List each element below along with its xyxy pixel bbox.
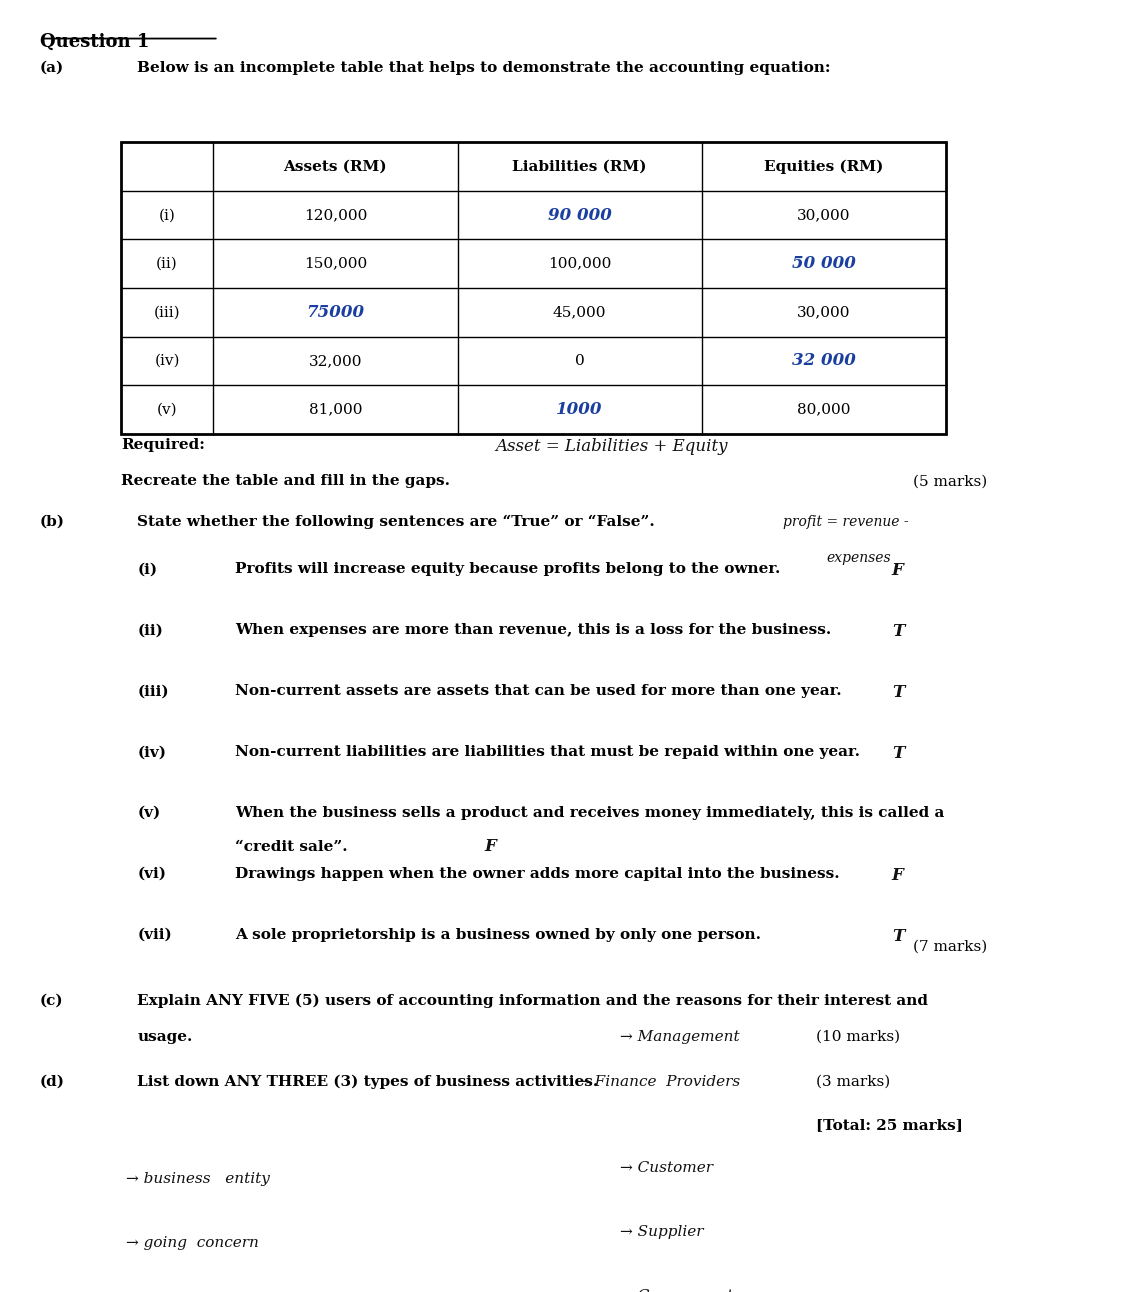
Text: 80,000: 80,000	[797, 402, 851, 416]
Text: Below is an incomplete table that helps to demonstrate the accounting equation:: Below is an incomplete table that helps …	[137, 61, 831, 75]
Text: (i): (i)	[137, 562, 157, 576]
Text: F: F	[891, 867, 904, 884]
Text: F: F	[484, 837, 497, 855]
Text: 150,000: 150,000	[303, 257, 368, 271]
Text: 32 000: 32 000	[792, 353, 855, 370]
Text: [Total: 25 marks]: [Total: 25 marks]	[816, 1118, 962, 1132]
Text: (ii): (ii)	[156, 257, 178, 271]
Text: 75000: 75000	[307, 304, 364, 320]
Text: 100,000: 100,000	[549, 257, 611, 271]
Text: (vii): (vii)	[137, 928, 172, 942]
Text: → Supplier: → Supplier	[620, 1225, 704, 1239]
Text: 30,000: 30,000	[797, 305, 851, 319]
Text: Asset = Liabilities + Equity: Asset = Liabilities + Equity	[496, 438, 728, 455]
Text: (7 marks): (7 marks)	[914, 939, 988, 953]
Text: (d): (d)	[39, 1075, 64, 1089]
Text: 81,000: 81,000	[309, 402, 362, 416]
Text: (c): (c)	[39, 994, 63, 1008]
Text: Equities (RM): Equities (RM)	[764, 159, 883, 174]
Text: (3 marks): (3 marks)	[816, 1075, 890, 1089]
Text: (iii): (iii)	[154, 305, 180, 319]
Text: → business   entity: → business entity	[126, 1172, 270, 1186]
Text: Non-current liabilities are liabilities that must be repaid within one year.: Non-current liabilities are liabilities …	[235, 745, 860, 760]
Text: (a): (a)	[39, 61, 64, 75]
Text: 90 000: 90 000	[547, 207, 611, 224]
Text: When the business sells a product and receives money immediately, this is called: When the business sells a product and re…	[235, 806, 944, 820]
Text: T: T	[891, 928, 904, 944]
Text: expenses: expenses	[826, 550, 891, 565]
Text: Profits will increase equity because profits belong to the owner.: Profits will increase equity because pro…	[235, 562, 780, 576]
Text: (vi): (vi)	[137, 867, 166, 881]
Text: Question 1: Question 1	[39, 32, 148, 50]
Text: 32,000: 32,000	[309, 354, 362, 368]
Text: (v): (v)	[156, 402, 178, 416]
Text: → Customer: → Customer	[620, 1160, 714, 1174]
Text: Explain ANY FIVE (5) users of accounting information and the reasons for their i: Explain ANY FIVE (5) users of accounting…	[137, 994, 928, 1008]
Text: State whether the following sentences are “True” or “False”.: State whether the following sentences ar…	[137, 516, 655, 530]
Text: (iv): (iv)	[154, 354, 180, 368]
Text: T: T	[891, 685, 904, 702]
Text: Liabilities (RM): Liabilities (RM)	[513, 160, 647, 173]
Text: Drawings happen when the owner adds more capital into the business.: Drawings happen when the owner adds more…	[235, 867, 840, 881]
Text: → Government: → Government	[620, 1289, 734, 1292]
Text: When expenses are more than revenue, this is a loss for the business.: When expenses are more than revenue, thi…	[235, 623, 831, 637]
Text: 0: 0	[574, 354, 584, 368]
FancyBboxPatch shape	[121, 142, 946, 434]
Text: (iv): (iv)	[137, 745, 166, 760]
Text: 1000: 1000	[556, 401, 602, 417]
Text: (i): (i)	[158, 208, 175, 222]
Text: F: F	[891, 562, 904, 579]
Text: 45,000: 45,000	[553, 305, 606, 319]
Text: 30,000: 30,000	[797, 208, 851, 222]
Text: A sole proprietorship is a business owned by only one person.: A sole proprietorship is a business owne…	[235, 928, 761, 942]
Text: Non-current assets are assets that can be used for more than one year.: Non-current assets are assets that can b…	[235, 685, 842, 698]
Text: (5 marks): (5 marks)	[914, 474, 988, 488]
Text: 120,000: 120,000	[303, 208, 368, 222]
Text: usage.: usage.	[137, 1030, 192, 1044]
Text: Required:: Required:	[121, 438, 205, 452]
Text: Recreate the table and fill in the gaps.: Recreate the table and fill in the gaps.	[121, 474, 450, 488]
Text: T: T	[891, 745, 904, 762]
Text: “credit sale”.: “credit sale”.	[235, 840, 347, 854]
Text: T: T	[891, 623, 904, 641]
Text: Assets (RM): Assets (RM)	[283, 160, 387, 173]
Text: List down ANY THREE (3) types of business activities.: List down ANY THREE (3) types of busines…	[137, 1075, 598, 1089]
Text: (v): (v)	[137, 806, 161, 820]
Text: profit = revenue -: profit = revenue -	[783, 516, 909, 528]
Text: (ii): (ii)	[137, 623, 163, 637]
Text: (iii): (iii)	[137, 685, 169, 698]
Text: → Management: → Management	[620, 1030, 740, 1044]
Text: (b): (b)	[39, 516, 64, 528]
Text: → Finance  Providers: → Finance Providers	[577, 1075, 741, 1089]
Text: (10 marks): (10 marks)	[816, 1030, 900, 1044]
Text: 50 000: 50 000	[792, 256, 855, 273]
Text: → going  concern: → going concern	[126, 1236, 260, 1251]
